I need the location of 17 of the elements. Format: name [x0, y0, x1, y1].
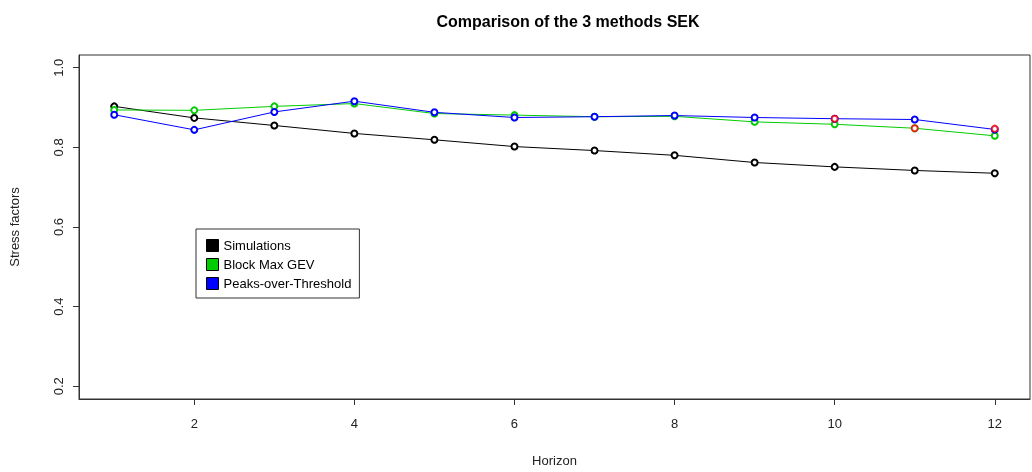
y-axis-title: Stress factors [7, 186, 22, 267]
chart-title: Comparison of the 3 methods SEK [436, 12, 701, 30]
x-tick-label: 4 [350, 416, 358, 431]
x-tick-label: 8 [670, 416, 679, 431]
y-tick-label: 0.8 [51, 138, 66, 157]
y-tick-label: 0.2 [51, 377, 66, 396]
x-tick-label: 12 [987, 416, 1003, 431]
y-tick-label: 1.0 [51, 58, 66, 77]
x-tick-label: 2 [190, 416, 198, 431]
legend-label: Peaks-over-Threshold [223, 276, 352, 291]
legend-label: Simulations [223, 238, 292, 253]
y-tick-label: 0.6 [51, 217, 66, 237]
y-tick-label: 0.4 [51, 297, 66, 316]
x-tick-label: 10 [827, 416, 842, 431]
legend-label: Block Max GEV [223, 257, 315, 272]
x-axis-title: Horizon [532, 453, 577, 468]
x-tick-label: 6 [510, 416, 519, 431]
